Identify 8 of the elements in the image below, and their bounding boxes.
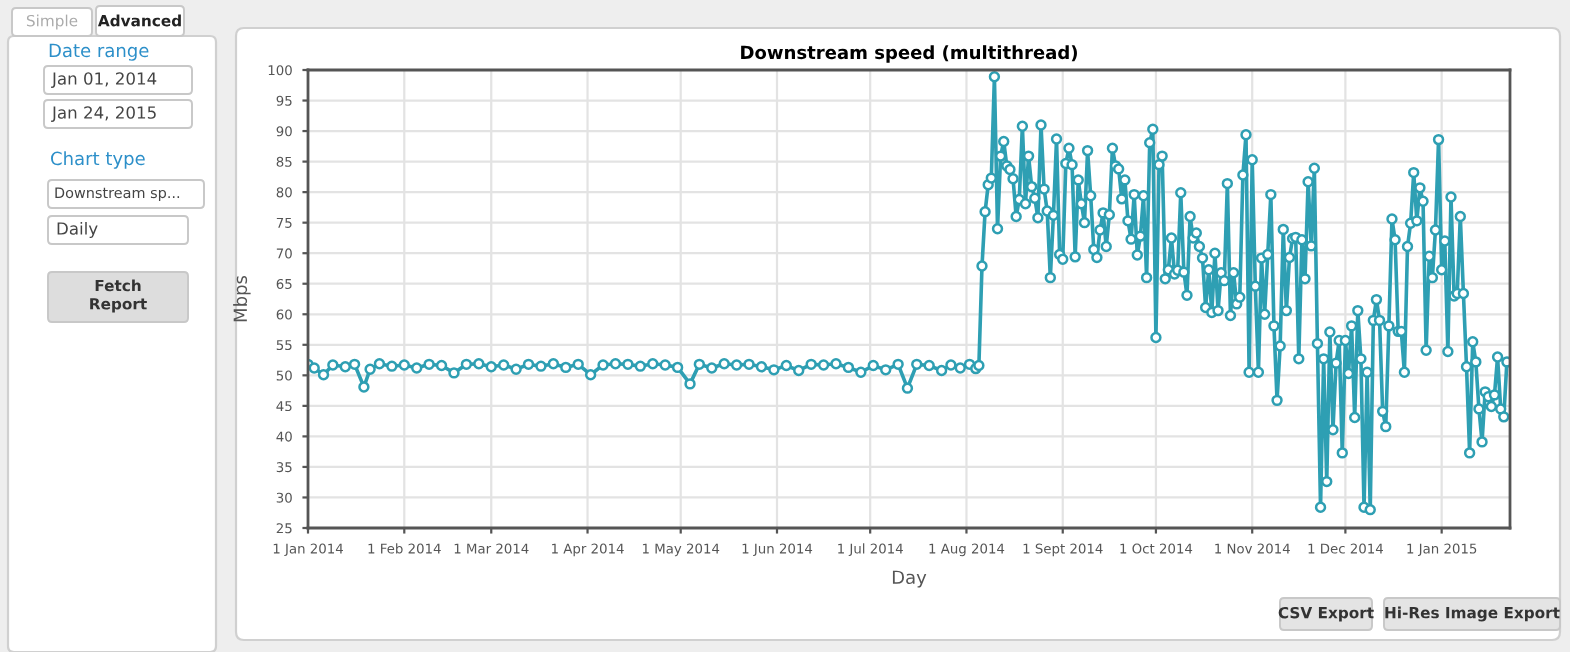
y-axis-title: Mbps — [233, 275, 251, 322]
text: Daily — [57, 221, 98, 239]
x-axis-title: Day — [892, 570, 927, 588]
text: Jan 24, 2015 — [51, 106, 156, 122]
text: Chart type — [51, 151, 145, 169]
chart-title: Downstream speed (multithread) — [741, 45, 1077, 63]
text: Date range — [49, 43, 149, 61]
text: Jan 01, 2014 — [51, 72, 157, 88]
